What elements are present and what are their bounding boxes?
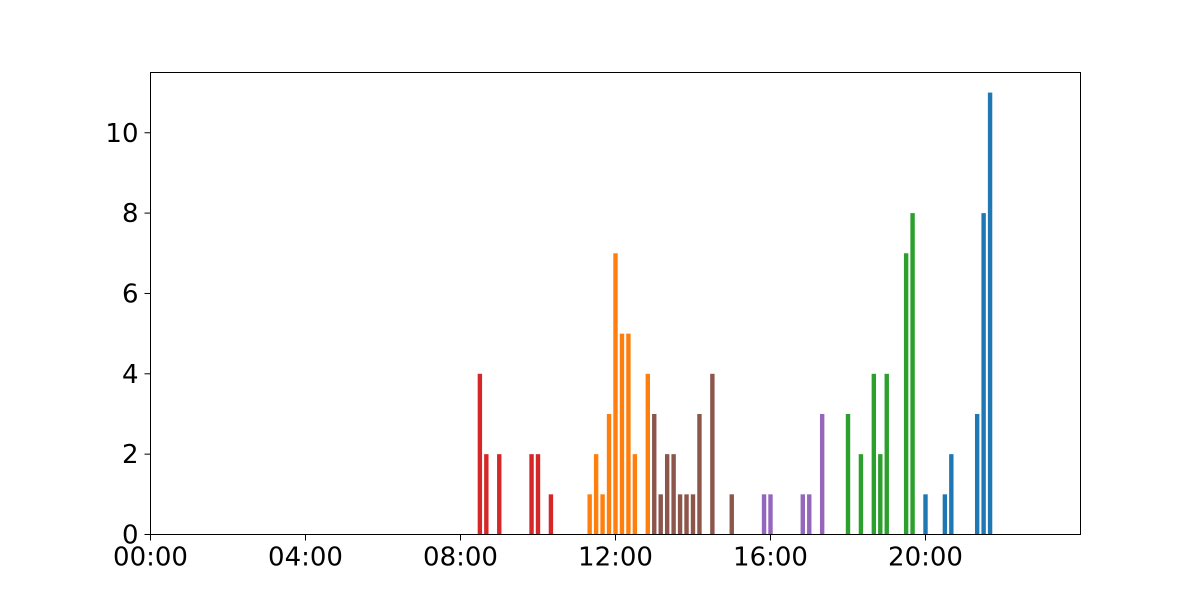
bar-series-5-2040 <box>949 454 954 535</box>
y-tick-label: 2 <box>122 440 139 470</box>
bar-series-2-1320 <box>664 454 670 535</box>
bar-series-1-1220 <box>626 333 631 535</box>
bar-series-5-2140 <box>987 92 993 535</box>
bar-series-2-1310 <box>658 494 663 535</box>
bar-series-2-1430 <box>710 373 715 535</box>
bar-series-0-0840 <box>484 454 489 535</box>
bar-series-5-2120 <box>974 413 980 535</box>
bar-series-1-1200 <box>613 253 618 535</box>
bar-series-5-2000 <box>923 494 928 535</box>
bar-series-1-1210 <box>619 333 625 535</box>
bar-series-0-0830 <box>477 373 483 535</box>
bars-layer <box>477 92 993 535</box>
x-axis: 00:00 04:00 08:00 12:00 16:00 20:00 <box>113 534 963 573</box>
bar-series-1-1120 <box>587 494 592 535</box>
bar-series-3-1720 <box>819 413 825 535</box>
bar-series-5-2030 <box>942 494 948 535</box>
x-tick-label: 12:00 <box>578 543 653 573</box>
y-tick-label: 6 <box>122 279 139 309</box>
bar-series-2-1500 <box>729 494 734 535</box>
bar-series-2-1340 <box>677 494 683 535</box>
bar-series-0-0950 <box>529 454 534 535</box>
bar-series-3-1550 <box>761 494 767 535</box>
x-tick-label: 08:00 <box>423 543 498 573</box>
bar-series-4-1800 <box>845 413 851 535</box>
bar-series-0-0900 <box>497 454 502 535</box>
bar-series-3-1650 <box>800 494 805 535</box>
bar-series-0-1000 <box>535 454 541 535</box>
bar-series-2-1410 <box>697 413 702 535</box>
x-tick-label: 16:00 <box>733 543 808 573</box>
bar-series-2-1400 <box>690 494 696 535</box>
y-tick-label: 4 <box>122 360 139 390</box>
bar-series-4-1900 <box>884 373 889 535</box>
bar-series-4-1840 <box>871 373 877 535</box>
bar-series-1-1140 <box>600 494 605 535</box>
bar-series-4-1930 <box>903 253 909 535</box>
bar-series-1-1230 <box>632 454 638 535</box>
bar-series-4-1850 <box>878 454 883 535</box>
bar-series-2-1350 <box>684 494 689 535</box>
y-tick-label: 8 <box>122 199 139 229</box>
bar-series-1-1250 <box>645 373 650 535</box>
bar-series-2-1300 <box>652 413 657 535</box>
y-tick-label: 10 <box>105 119 138 149</box>
y-axis: 0 2 4 6 8 10 <box>105 119 151 551</box>
x-tick-label: 00:00 <box>113 543 188 573</box>
bar-series-3-1600 <box>768 494 773 535</box>
bar-series-2-1330 <box>671 454 676 535</box>
bar-series-1-1150 <box>606 413 612 535</box>
x-tick-label: 04:00 <box>268 543 343 573</box>
bar-series-4-1820 <box>858 454 864 535</box>
y-tick-label: 0 <box>122 521 139 551</box>
bar-series-5-2130 <box>981 213 986 535</box>
bar-series-4-1940 <box>910 213 915 535</box>
bar-series-0-1020 <box>548 494 554 535</box>
x-tick-label: 20:00 <box>888 543 963 573</box>
bar-series-1-1130 <box>593 454 599 535</box>
bar-series-3-1700 <box>807 494 812 535</box>
